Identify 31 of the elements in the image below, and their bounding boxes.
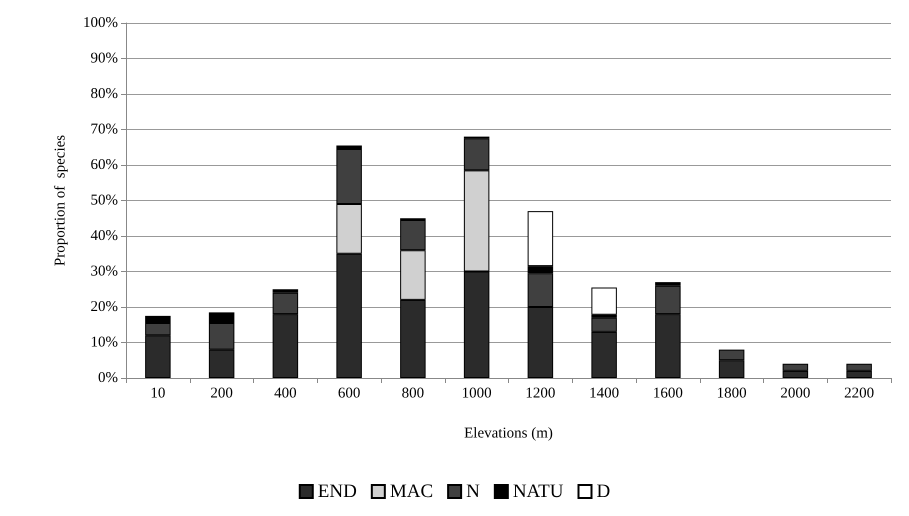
y-tick-label: 50%: [90, 192, 118, 208]
x-tick-label: 1800: [716, 386, 747, 402]
y-tick-label: 10%: [90, 334, 118, 350]
y-tick-label: 20%: [90, 299, 118, 315]
y-tick-label: 70%: [90, 122, 118, 138]
legend-label: D: [596, 481, 610, 502]
y-tick-label: 60%: [90, 157, 118, 173]
bar: [591, 287, 617, 315]
x-tick-label: 2200: [844, 386, 874, 402]
legend-label: N: [466, 481, 480, 502]
x-tick-label: 200: [210, 386, 233, 402]
y-tick-label: 30%: [90, 264, 118, 280]
x-tick-label: 1000: [462, 386, 492, 402]
x-tick-label: 800: [402, 386, 424, 402]
x-axis-title: Elevations (m): [464, 426, 553, 442]
y-axis-title: Proportion of species: [52, 134, 68, 266]
x-tick-label: 1600: [652, 386, 683, 402]
x-tick-label: 600: [338, 386, 360, 402]
legend-label: END: [318, 481, 357, 502]
x-tick-label: 1400: [589, 386, 620, 402]
y-tick-label: 100%: [83, 15, 118, 31]
y-tick-label: 0%: [98, 370, 118, 386]
y-tick-label: 80%: [90, 86, 118, 102]
legend-label: MAC: [390, 481, 434, 502]
x-tick-label: 1200: [525, 386, 556, 402]
x-tick-label: 400: [274, 386, 297, 402]
legend-label: NATU: [512, 481, 564, 502]
x-tick-label: 10: [150, 386, 166, 402]
x-tick-label: 2000: [780, 386, 810, 402]
y-tick-label: 40%: [90, 228, 118, 244]
y-tick-label: 90%: [90, 50, 118, 66]
